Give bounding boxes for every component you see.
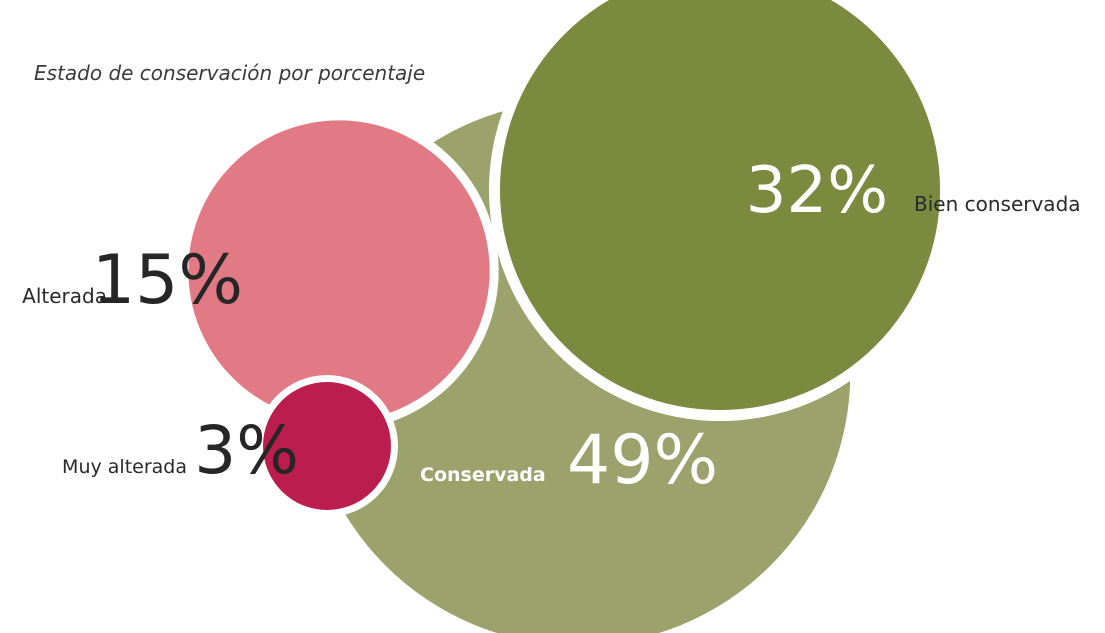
data-label: 15% — [92, 241, 243, 320]
series-label: Alterada — [22, 284, 107, 308]
bubble-group-alterada — [179, 111, 499, 431]
bubble — [188, 120, 490, 422]
data-label: 3% — [194, 412, 299, 489]
series-label: Conservada — [420, 464, 546, 486]
bubble — [500, 0, 940, 410]
data-label: 32% — [746, 154, 888, 228]
data-label: 49% — [567, 421, 718, 500]
bubble — [262, 381, 392, 511]
bubble-group-muy-alterada — [255, 374, 399, 518]
chart-title: Estado de conservación por porcentaje — [34, 61, 426, 85]
bubble-group-bien-conservada — [489, 0, 951, 421]
series-label: Muy alterada — [62, 456, 187, 478]
series-label: Bien conservada — [914, 192, 1081, 216]
